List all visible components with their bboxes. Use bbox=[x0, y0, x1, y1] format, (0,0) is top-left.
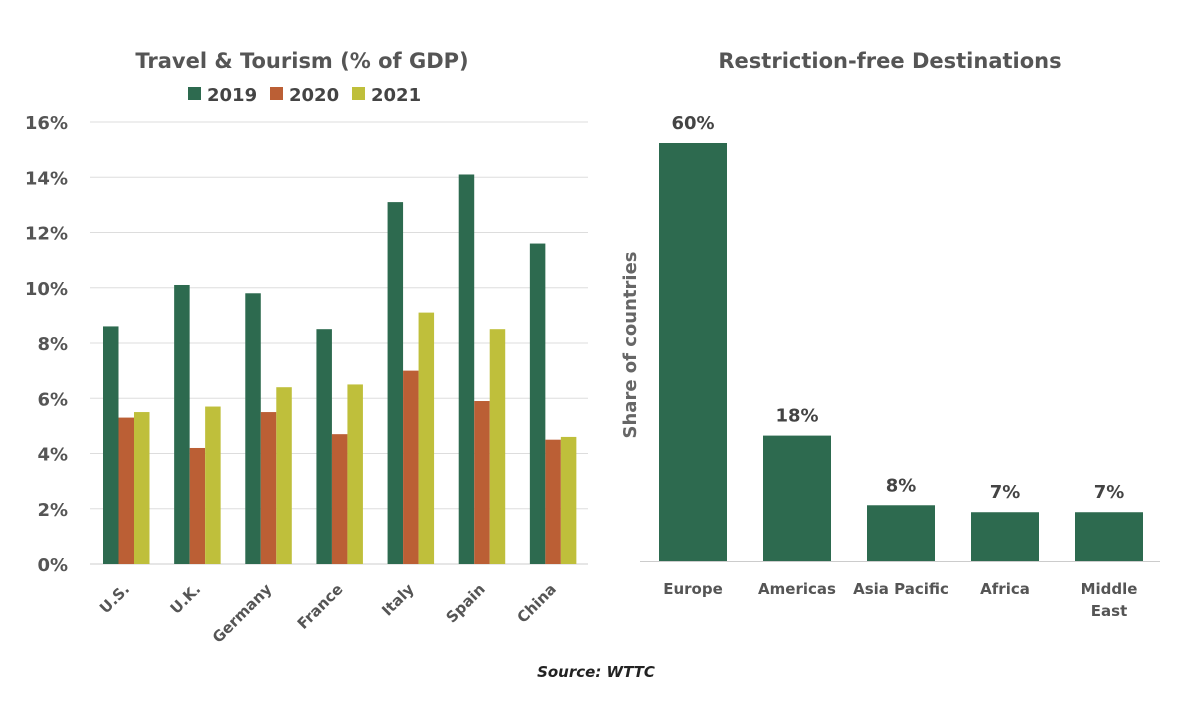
x-tick-label: China bbox=[514, 580, 560, 626]
left-chart: 0% 2% 4% 6% 8% 10% 12% 14% 16% U.S. U.K. Germany Fra… bbox=[25, 113, 588, 647]
right-chart-title: Restriction-free Destinations bbox=[718, 49, 1061, 73]
bar-2020-U.S. bbox=[118, 417, 134, 564]
data-label: 8% bbox=[886, 475, 917, 496]
bar-2019-Germany bbox=[245, 293, 261, 564]
x-tick-label: Asia Pacific bbox=[853, 580, 949, 598]
legend: 2019 2020 2021 bbox=[188, 85, 421, 106]
bar-europe bbox=[659, 143, 727, 561]
legend-swatch-2019 bbox=[188, 87, 201, 100]
bar-americas bbox=[763, 435, 831, 561]
legend-label: 2020 bbox=[289, 85, 339, 106]
bar-2020-Spain bbox=[474, 401, 490, 564]
bar-middle-east bbox=[1075, 512, 1143, 561]
bar-2020-Germany bbox=[260, 412, 277, 564]
bar-2020-France bbox=[331, 434, 348, 564]
bar-africa bbox=[971, 512, 1039, 561]
data-label: 60% bbox=[671, 113, 714, 134]
bar-2019-U.K. bbox=[174, 284, 190, 564]
y-tick-label: 4% bbox=[37, 445, 68, 466]
x-tick-label: U.K. bbox=[167, 580, 205, 618]
bar-2020-China bbox=[545, 439, 561, 564]
x-tick-label: East bbox=[1091, 602, 1127, 620]
y-tick-label: 14% bbox=[25, 168, 68, 189]
legend-label: 2021 bbox=[371, 85, 421, 106]
bar-2021-Italy bbox=[418, 312, 435, 564]
y-tick-label: 0% bbox=[37, 555, 68, 576]
bar-2020-Italy bbox=[403, 370, 419, 564]
bar-2019-France bbox=[316, 329, 332, 564]
x-tick-label: France bbox=[294, 580, 347, 633]
legend-swatch-2021 bbox=[352, 87, 365, 100]
bar-2021-China bbox=[560, 436, 577, 564]
x-tick-label: Germany bbox=[209, 580, 276, 647]
bar-2019-Italy bbox=[387, 202, 404, 565]
x-tick-label: Middle bbox=[1081, 580, 1138, 598]
x-tick-label: Spain bbox=[442, 580, 488, 626]
bar-2021-U.S. bbox=[134, 412, 150, 564]
data-label: 18% bbox=[775, 406, 818, 427]
legend-swatch-2020 bbox=[270, 87, 283, 100]
x-tick-label: U.S. bbox=[96, 580, 133, 617]
right-chart: 60% Europe 18% Americas 8% Asia Pacific 7% Afri… bbox=[640, 113, 1160, 620]
data-label: 7% bbox=[1094, 482, 1125, 503]
x-tick-label: Americas bbox=[758, 580, 836, 598]
legend-label: 2019 bbox=[207, 85, 257, 106]
right-y-axis-label: Share of countries bbox=[620, 252, 641, 439]
bar-2019-U.S. bbox=[103, 326, 119, 564]
bar-2020-U.K. bbox=[189, 447, 206, 564]
source-note: Source: WTTC bbox=[537, 663, 655, 681]
y-tick-label: 10% bbox=[25, 279, 68, 300]
data-label: 7% bbox=[990, 482, 1021, 503]
bar-2019-China bbox=[529, 243, 546, 565]
bar-2021-U.K. bbox=[205, 406, 221, 564]
y-tick-label: 8% bbox=[37, 334, 68, 355]
y-tick-label: 2% bbox=[37, 500, 68, 521]
x-tick-label: Africa bbox=[980, 580, 1030, 598]
x-tick-label: Europe bbox=[663, 580, 723, 598]
bar-2019-Spain bbox=[458, 174, 475, 565]
bar-2021-Germany bbox=[276, 387, 292, 564]
bar-2021-Spain bbox=[489, 329, 506, 564]
y-tick-label: 16% bbox=[25, 113, 68, 134]
bar-2021-France bbox=[347, 384, 363, 564]
bar-asia-pacific bbox=[867, 505, 935, 561]
y-tick-label: 6% bbox=[37, 389, 68, 410]
left-chart-title: Travel & Tourism (% of GDP) bbox=[135, 49, 468, 73]
y-tick-label: 12% bbox=[25, 224, 68, 245]
x-tick-label: Italy bbox=[378, 580, 418, 620]
